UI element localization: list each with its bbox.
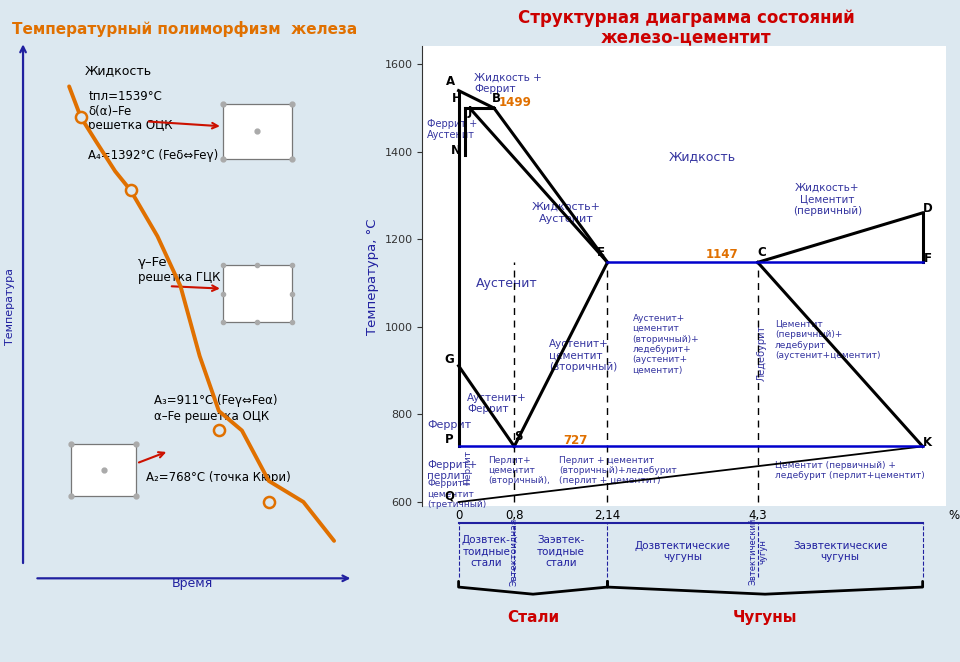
Text: 1147: 1147 [706, 248, 738, 261]
Text: Аустенит: Аустенит [476, 277, 539, 291]
Text: 2,14: 2,14 [594, 510, 620, 522]
Bar [71, 444, 136, 496]
Text: P: P [445, 434, 454, 446]
Bar [223, 265, 292, 322]
Text: K: K [923, 436, 932, 449]
Text: Жидкость: Жидкость [84, 64, 152, 77]
Text: Феррит+
цементит
(третичный): Феррит+ цементит (третичный) [427, 479, 487, 509]
Text: % C: % C [949, 510, 960, 522]
Text: B: B [492, 91, 501, 105]
Text: Температура: Температура [5, 267, 14, 345]
Text: Q: Q [444, 489, 454, 502]
Text: Структурная диаграмма состояний: Структурная диаграмма состояний [518, 9, 854, 27]
Text: A₃=911°C (Feγ⇔Feα): A₃=911°C (Feγ⇔Feα) [154, 393, 277, 406]
Text: Перлит + цементит
(вторичный)+ледебурит
(перлит + цементит): Перлит + цементит (вторичный)+ледебурит … [560, 455, 677, 485]
Text: Эвтектоидная: Эвтектоидная [510, 518, 518, 586]
Text: H: H [451, 91, 462, 105]
Y-axis label: Температура, °С: Температура, °С [366, 218, 379, 334]
Text: Феррит +
Аустенит: Феррит + Аустенит [427, 118, 477, 140]
Text: G: G [444, 353, 454, 366]
Text: γ–Fe: γ–Fe [138, 256, 168, 269]
Text: C: C [757, 246, 766, 259]
Text: α–Fe решетка ОЦК: α–Fe решетка ОЦК [154, 410, 269, 423]
Text: Время: Время [172, 577, 212, 590]
Text: Чугуны: Чугуны [732, 610, 798, 625]
Text: Аустенит+
цементит
(вторичный): Аустенит+ цементит (вторичный) [549, 339, 617, 372]
Text: δ(α)–Fe: δ(α)–Fe [88, 105, 132, 118]
Text: Заэвтектические
чугуны: Заэвтектические чугуны [793, 541, 887, 562]
Bar [223, 104, 292, 159]
Text: A₄=1392°C (Feδ⇔Feγ): A₄=1392°C (Feδ⇔Feγ) [88, 149, 219, 162]
Text: S: S [515, 430, 522, 443]
Text: Аустенит+
цементит
(вторичный)+
ледебурит+
(аустенит+
цементит): Аустенит+ цементит (вторичный)+ ледебури… [633, 314, 699, 375]
Text: Цементит (первичный) +
ледебурит (перлит+цементит): Цементит (первичный) + ледебурит (перлит… [775, 461, 924, 480]
Text: 0,8: 0,8 [505, 510, 523, 522]
Text: Феррит: Феррит [427, 420, 471, 430]
Text: Жидкость+
Цементит
(первичный): Жидкость+ Цементит (первичный) [793, 183, 862, 216]
Text: 0: 0 [455, 510, 463, 522]
Text: Ледебурит: Ледебурит [756, 325, 766, 381]
Text: Дозвтектические
чугуны: Дозвтектические чугуны [635, 541, 731, 562]
Text: 1499: 1499 [499, 97, 532, 109]
Text: 4,3: 4,3 [749, 510, 767, 522]
Text: tпл=1539°C: tпл=1539°C [88, 90, 162, 103]
Text: D: D [923, 202, 932, 215]
Text: Эвтектический
чугун: Эвтектический чугун [748, 518, 767, 585]
Text: 727: 727 [563, 434, 588, 447]
Text: Температурный полиморфизм  железа: Температурный полиморфизм железа [12, 21, 357, 38]
Text: F: F [924, 252, 931, 265]
Text: решетка ГЦК: решетка ГЦК [138, 271, 221, 284]
Text: Цементит
(первичный)+
ледебурит
(аустенит+цементит): Цементит (первичный)+ ледебурит (аустени… [775, 320, 880, 360]
Text: Стали: Стали [507, 610, 559, 625]
Text: Феррит+
перлит: Феррит+ перлит [427, 459, 477, 481]
Text: Аустенит+
Феррит: Аустенит+ Феррит [467, 393, 527, 414]
Text: Перлит: Перлит [463, 449, 472, 485]
Text: E: E [596, 246, 605, 259]
Text: Перлит+
цементит
(вторичный),: Перлит+ цементит (вторичный), [488, 455, 550, 485]
Text: A₂=768°C (точка Кюри): A₂=768°C (точка Кюри) [146, 471, 291, 484]
Text: Жидкость +
Феррит: Жидкость + Феррит [474, 73, 541, 95]
Text: Жидкость: Жидкость [668, 150, 735, 164]
Text: железо-цементит: железо-цементит [601, 28, 772, 46]
Text: Жидкость+
Аустенит: Жидкость+ Аустенит [532, 202, 601, 224]
Text: A: A [445, 75, 455, 89]
Text: J: J [468, 105, 472, 118]
Text: Дозвтек-
тоидные
стали: Дозвтек- тоидные стали [462, 535, 511, 568]
Text: N: N [451, 144, 461, 157]
Text: решетка ОЦК: решетка ОЦК [88, 119, 173, 132]
Text: Заэвтек-
тоидные
стали: Заэвтек- тоидные стали [537, 535, 585, 568]
